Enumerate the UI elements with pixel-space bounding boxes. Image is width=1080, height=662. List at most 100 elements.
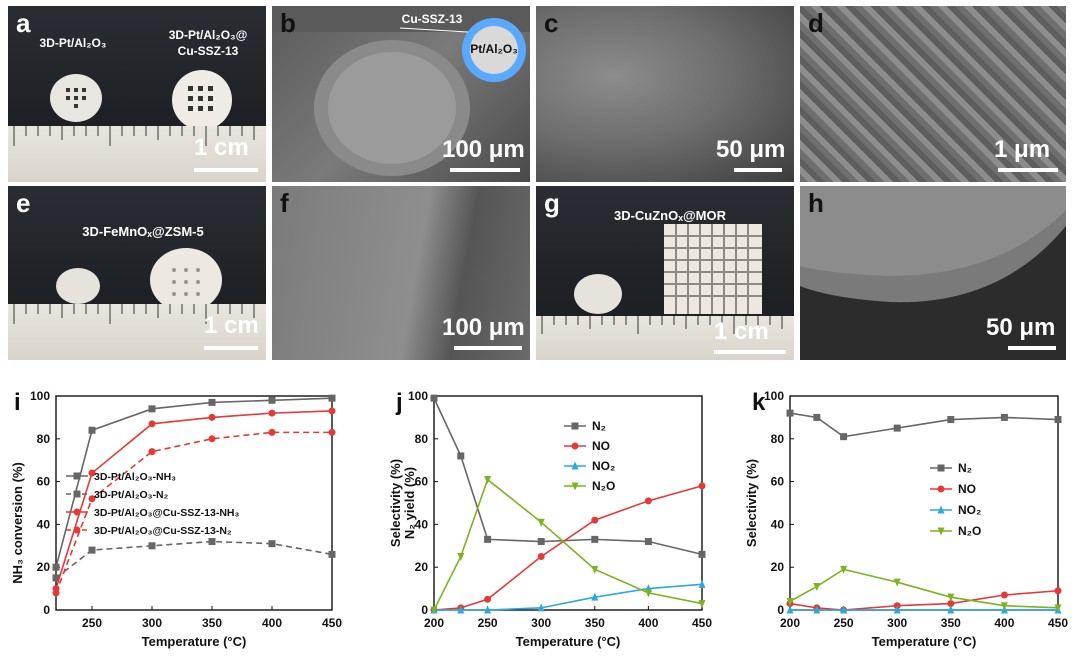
scale-bar [1008,346,1056,350]
data-point [537,518,545,527]
y-tick-label: 40 [771,517,785,531]
data-point [813,605,821,614]
data-point [840,605,848,614]
data-point [1000,602,1008,611]
monoliths [56,248,222,312]
sample-label-right-line1: 3D-Pt/Al₂O₃@ [168,28,248,42]
scale-bar [998,168,1058,172]
data-point [591,592,599,601]
x-tick-label: 250 [82,616,102,630]
x-tick-label: 300 [887,616,907,630]
y-tick-label: 20 [415,560,429,574]
series-line-0 [789,412,1059,438]
x-tick-label: 400 [262,616,282,630]
data-point [88,495,96,503]
data-point [208,435,216,443]
y-axis-title: Selectivity (%) [744,459,759,547]
panel-h-sem: h 50 μm [800,186,1066,360]
legend-label: NO₂ [958,503,981,517]
data-point [88,426,96,434]
y-tick-label: 0 [777,603,784,617]
y-tick-label: 0 [421,603,428,617]
data-point [430,606,438,615]
legend-label: N₂O [592,479,615,493]
panel-letter: d [808,8,824,38]
panel-letter: g [544,188,560,218]
ruler: 1 cm [8,126,266,182]
data-point [484,595,492,603]
data-point [698,600,706,609]
y-tick-label: 60 [771,475,785,489]
data-point [52,574,60,582]
data-point [813,413,821,421]
data-point [88,546,96,554]
x-tick-label: 350 [585,616,605,630]
sem-sphere-cross-section [272,6,530,176]
data-point [840,433,848,441]
data-point [484,535,492,543]
ruler-ticks [541,316,783,334]
y-tick-label: 80 [415,432,429,446]
x-tick-label: 250 [478,616,498,630]
data-point [786,409,794,417]
shell-label: Cu-SSZ-13 [401,12,463,26]
series-line-0 [55,397,333,568]
data-point [148,448,156,456]
data-point [537,538,545,546]
scale-bar [194,168,258,172]
legend-marker [571,422,579,430]
data-point [457,553,465,561]
legend-marker [571,442,579,450]
monolith-small [50,70,232,130]
x-tick-label: 200 [780,616,800,630]
panel-letter: k [752,389,766,416]
y-tick-label: 60 [37,475,51,489]
data-point [148,420,156,428]
legend-marker [73,508,81,516]
data-point [328,394,336,402]
data-point [1054,587,1062,595]
y-tick-label: 80 [771,432,785,446]
data-point [786,597,794,606]
chart-i: i 250 300 350 400 450 0 20 40 60 80 100 Temperature … [10,389,342,649]
data-point [591,535,599,543]
x-tick-label: 350 [941,616,961,630]
x-tick-label: 350 [202,616,222,630]
panel-letter: a [16,8,31,38]
plot-frame [433,395,703,611]
ruler: 1 cm [8,304,266,360]
data-point [328,550,336,558]
monoliths [574,224,762,314]
x-tick-label: 450 [322,616,342,630]
legend-marker [73,472,81,480]
scale-label: 100 μm [442,136,525,163]
core-shell-schematic [399,18,526,82]
data-point [537,553,545,560]
data-point [644,589,652,598]
ruler-ticks [13,126,255,146]
x-tick-label: 450 [692,616,712,630]
panel-b-sem: b Cu-SSZ-13 Pt/Al₂O₃ 100 μm [272,6,530,182]
x-axis-title: Temperature (°C) [142,634,247,649]
data-point [1054,604,1062,613]
series-line-1 [55,540,333,579]
scale-label: 50 μm [986,314,1056,341]
series-line-2 [55,410,333,589]
data-point [893,578,901,587]
data-point [893,605,901,614]
series-line-2 [434,583,703,611]
scale-label: 1 cm [194,134,249,161]
panel-letter: f [280,188,289,218]
data-point [644,497,652,505]
series-line-1 [789,589,1059,611]
legend-label: NO₂ [592,459,615,473]
series-line-3 [55,431,332,594]
legend-marker [571,461,579,470]
data-point [268,428,276,436]
panel-a-photo: a 3D-Pt/Al₂O₃ 3D-Pt/Al₂O₃@ Cu-SSZ-13 1 c… [8,6,266,182]
data-point [208,538,216,546]
y-axis-title-group: Selectivity (%) [388,459,403,547]
y-tick-label: 20 [37,560,51,574]
data-point [457,452,465,460]
data-point [457,605,465,614]
